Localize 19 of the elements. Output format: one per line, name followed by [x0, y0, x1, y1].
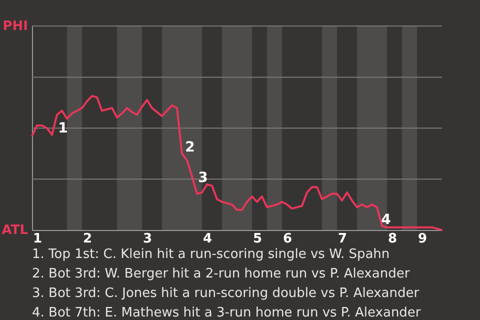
- text: 1. Top 1st: C. Klein hit a run-scoring single vs W. Spahn: [32, 247, 390, 262]
- x-tick-label: 5: [252, 232, 262, 246]
- x-tick-label: 9: [418, 232, 428, 246]
- x-tick-label: 2: [82, 232, 92, 246]
- annotation: 3: [198, 170, 208, 186]
- x-tick-label: 4: [202, 232, 212, 246]
- x-tick-label: 1: [32, 232, 42, 246]
- x-tick-label: 7: [338, 232, 348, 246]
- x-tick-label: 8: [388, 232, 398, 246]
- annotation: 4: [381, 212, 392, 228]
- text: 4. Bot 7th: E. Mathews hit a 3-run home run vs P. Alexander: [32, 306, 422, 320]
- annotation: 1: [58, 120, 68, 137]
- text: ATL: [2, 223, 28, 238]
- x-tick-label: 3: [142, 232, 152, 246]
- text: 2. Bot 3rd: W. Berger hit a 2-run home run vs P. Alexander: [32, 266, 410, 282]
- x-tick-label: 6: [282, 232, 292, 246]
- annotation: 2: [185, 140, 195, 156]
- text: PHI: [2, 19, 28, 34]
- text: 3. Bot 3rd: C. Jones hit a run-scoring double vs P. Alexander: [32, 286, 420, 301]
